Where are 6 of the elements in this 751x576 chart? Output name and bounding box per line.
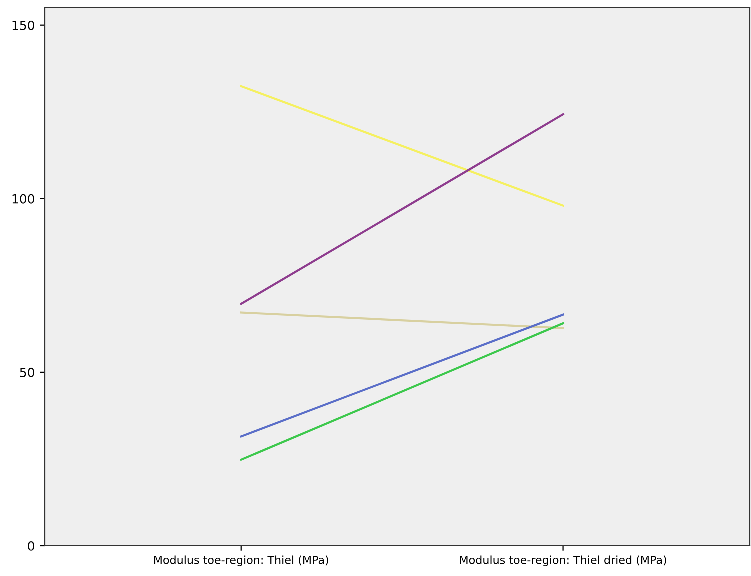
y-tick-label: 150 <box>12 20 34 30</box>
x-tick-label: Modulus toe-region: Thiel dried (MPa) <box>460 556 666 566</box>
x-tick-label: Modulus toe-region: Thiel (MPa) <box>154 556 328 566</box>
y-tick-label: 50 <box>20 368 34 378</box>
y-tick-label: 0 <box>28 541 34 551</box>
y-tick-label: 100 <box>12 194 34 204</box>
